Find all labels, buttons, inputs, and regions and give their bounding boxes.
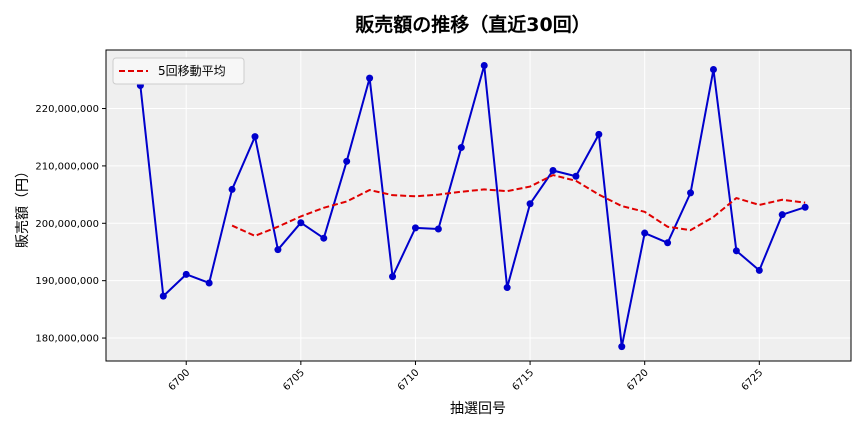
data-point [572, 172, 580, 180]
data-point [434, 225, 442, 233]
series-layer [136, 61, 809, 351]
data-point [595, 130, 603, 138]
data-point [366, 74, 374, 82]
data-point [778, 211, 786, 219]
data-point [457, 144, 465, 152]
data-point [297, 219, 305, 227]
x-axis-label: 抽選回号 [450, 401, 506, 417]
data-point [480, 61, 488, 69]
data-point [251, 133, 259, 141]
data-point [182, 270, 190, 278]
y-tick-label: 180,000,000 [35, 334, 99, 345]
grid-lines [106, 50, 851, 361]
data-point [687, 189, 695, 197]
x-tick-label: 6700 [167, 367, 193, 393]
data-point [549, 166, 557, 174]
data-point [411, 224, 419, 232]
plot-area [106, 50, 851, 361]
y-tick-label: 200,000,000 [35, 219, 99, 230]
data-point [274, 246, 282, 254]
series-line-moving-avg [231, 174, 806, 237]
chart-title: 販売額の推移（直近30回） [355, 13, 590, 36]
data-point [664, 239, 672, 247]
legend: 5回移動平均 [112, 57, 245, 85]
data-point [755, 266, 763, 274]
x-tick-label: 6725 [740, 367, 766, 393]
data-point [526, 200, 534, 208]
data-point [228, 185, 236, 193]
series-line-sales [139, 64, 806, 348]
data-point [503, 284, 511, 292]
data-point [618, 343, 626, 351]
x-tick-label: 6705 [281, 367, 307, 393]
legend-box [112, 57, 245, 85]
x-tick-label: 6715 [510, 367, 536, 393]
data-point [709, 66, 717, 74]
data-point [159, 292, 167, 300]
x-tick-label: 6710 [396, 367, 422, 393]
data-point [205, 279, 213, 287]
data-point [343, 157, 351, 165]
x-tick-label: 6720 [625, 367, 651, 393]
data-point [801, 203, 809, 211]
y-tick-label: 220,000,000 [35, 104, 99, 115]
legend-label-moving-avg: 5回移動平均 [158, 64, 226, 78]
y-axis-label: 販売額（円） [15, 164, 31, 248]
y-tick-label: 210,000,000 [35, 161, 99, 172]
data-point [641, 229, 649, 237]
data-point [389, 273, 397, 281]
data-point [732, 247, 740, 255]
data-point [320, 234, 328, 242]
plot-frame [105, 49, 852, 362]
y-tick-label: 190,000,000 [35, 276, 99, 287]
